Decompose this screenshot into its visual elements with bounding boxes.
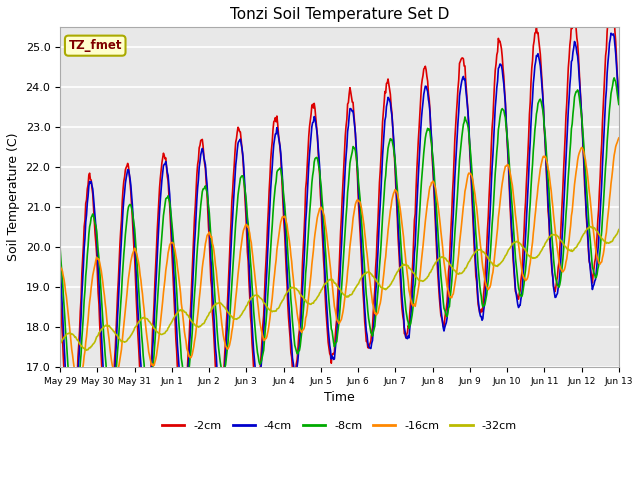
Line: -2cm: -2cm	[60, 3, 619, 449]
-2cm	[125, 164, 132, 169]
-2cm	[615, 96, 623, 102]
-16cm	[181, 334, 189, 340]
-8cm	[125, 204, 132, 210]
Text: TZ_fmet: TZ_fmet	[68, 39, 122, 52]
-32cm	[83, 348, 90, 353]
-32cm	[181, 309, 189, 315]
-8cm	[67, 389, 74, 395]
-2cm	[181, 394, 189, 399]
-2cm	[56, 279, 64, 285]
-4cm	[607, 30, 615, 36]
X-axis label: Time: Time	[324, 391, 355, 404]
-32cm	[67, 330, 74, 336]
-16cm	[76, 380, 83, 386]
-16cm	[408, 301, 416, 307]
Line: -32cm: -32cm	[60, 227, 619, 350]
-8cm	[56, 245, 64, 251]
-32cm	[125, 336, 132, 341]
-32cm	[56, 340, 64, 346]
-4cm	[408, 296, 416, 302]
-4cm	[67, 428, 74, 434]
-32cm	[586, 224, 594, 229]
Y-axis label: Soil Temperature (C): Soil Temperature (C)	[7, 133, 20, 262]
Line: -16cm: -16cm	[60, 138, 619, 383]
-8cm	[611, 75, 618, 81]
Line: -8cm: -8cm	[60, 78, 619, 412]
-32cm	[211, 302, 219, 308]
-2cm	[408, 272, 416, 278]
-4cm	[181, 396, 189, 401]
-4cm	[211, 329, 219, 335]
-8cm	[424, 127, 432, 133]
-4cm	[68, 435, 76, 441]
-32cm	[408, 268, 416, 274]
-16cm	[125, 276, 132, 281]
-2cm	[607, 0, 615, 6]
-32cm	[424, 273, 432, 279]
-16cm	[67, 331, 74, 337]
Legend: -2cm, -4cm, -8cm, -16cm, -32cm: -2cm, -4cm, -8cm, -16cm, -32cm	[157, 417, 521, 435]
-2cm	[211, 350, 219, 356]
-4cm	[125, 167, 132, 173]
-16cm	[424, 194, 432, 200]
-4cm	[56, 258, 64, 264]
-16cm	[56, 263, 64, 269]
-8cm	[211, 290, 219, 296]
Title: Tonzi Soil Temperature Set D: Tonzi Soil Temperature Set D	[230, 7, 449, 22]
-16cm	[211, 255, 219, 261]
-32cm	[615, 227, 623, 232]
-8cm	[615, 102, 623, 108]
-8cm	[181, 379, 189, 384]
-2cm	[67, 444, 74, 450]
-2cm	[424, 90, 432, 96]
-4cm	[424, 96, 432, 102]
-16cm	[615, 135, 623, 141]
-8cm	[408, 312, 416, 318]
Line: -4cm: -4cm	[60, 33, 619, 438]
-2cm	[68, 446, 76, 452]
-4cm	[615, 98, 623, 104]
-8cm	[71, 409, 79, 415]
